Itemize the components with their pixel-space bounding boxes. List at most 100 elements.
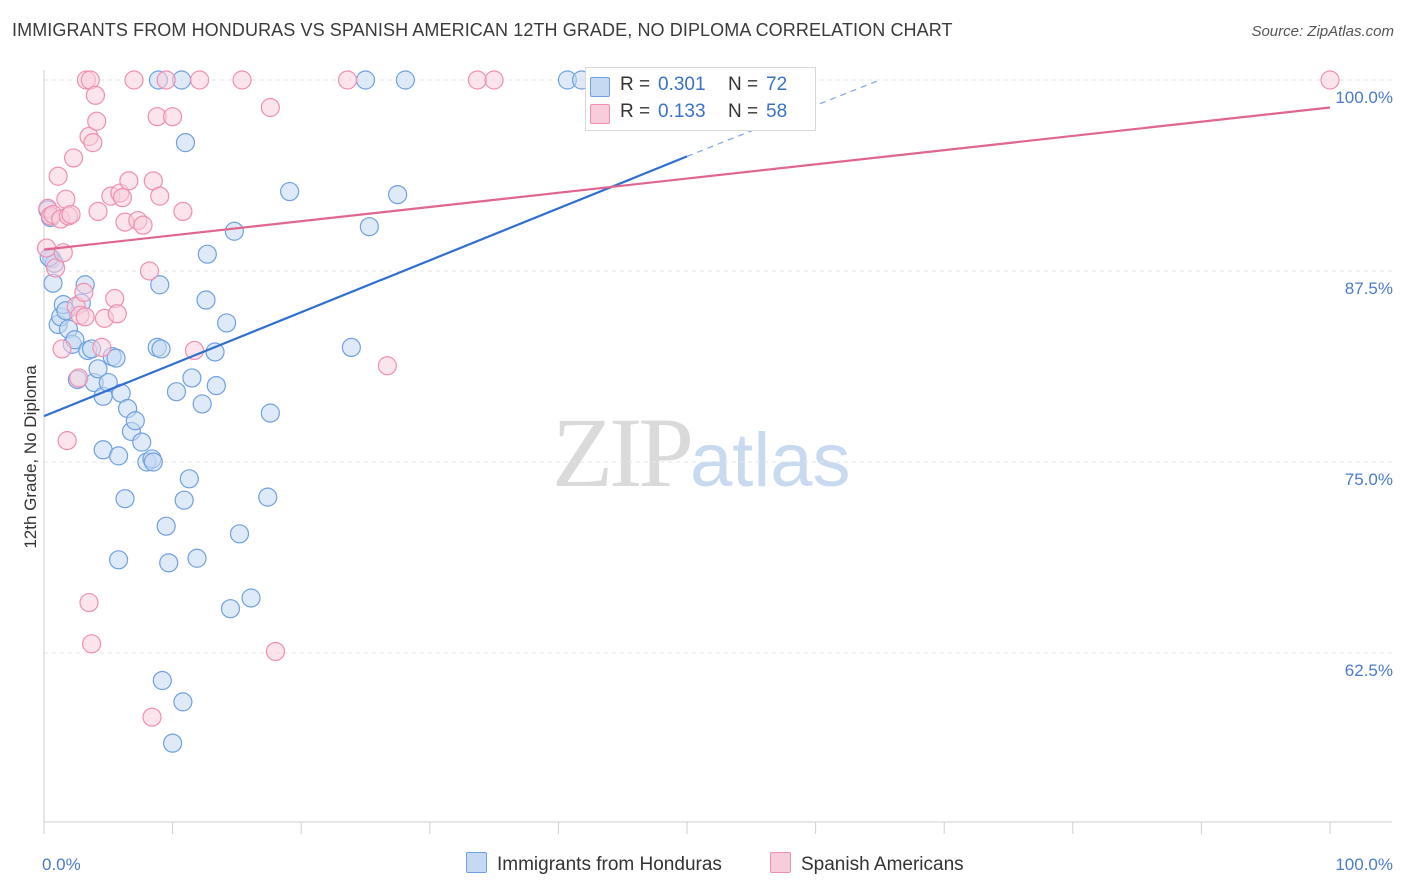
legend-r-label: R = xyxy=(620,101,651,122)
point-spanish xyxy=(173,201,193,222)
point-spanish xyxy=(63,148,84,168)
point-honduras xyxy=(355,70,376,90)
point-honduras xyxy=(159,553,179,573)
point-honduras xyxy=(206,376,226,396)
legend-swatch-spanish xyxy=(770,852,791,873)
x-tick-label: 0.0% xyxy=(42,855,81,874)
point-honduras xyxy=(179,469,199,489)
legend-n-value: 58 xyxy=(766,101,788,122)
point-honduras xyxy=(196,290,216,310)
point-honduras xyxy=(182,368,202,388)
point-honduras xyxy=(280,181,300,202)
point-spanish xyxy=(92,337,112,357)
point-spanish xyxy=(61,204,81,225)
point-spanish xyxy=(190,70,210,90)
trendline-honduras xyxy=(43,155,688,418)
point-honduras xyxy=(341,337,361,357)
point-honduras xyxy=(125,411,145,431)
watermark-zip: ZIP xyxy=(552,397,694,508)
point-spanish xyxy=(119,171,139,191)
point-honduras xyxy=(197,244,217,264)
point-spanish xyxy=(484,70,504,90)
legend-row-honduras: R = 0.301 N = 72 xyxy=(586,74,815,100)
legend-n-label: N = xyxy=(728,101,759,122)
legend-item-honduras[interactable]: Immigrants from Honduras xyxy=(466,852,722,876)
legend-swatch-honduras xyxy=(590,77,610,97)
point-honduras xyxy=(106,348,126,368)
x-tick-label: 100.0% xyxy=(1335,855,1393,874)
point-spanish xyxy=(79,592,99,613)
point-honduras xyxy=(152,670,172,691)
legend-swatch-spanish xyxy=(590,104,610,124)
legend-r-value: 0.301 xyxy=(658,74,706,95)
trendline-spanish xyxy=(43,106,1331,251)
y-tick-label: 62.5% xyxy=(1345,661,1393,680)
point-honduras xyxy=(143,452,163,472)
y-tick-label: 87.5% xyxy=(1345,279,1393,298)
point-honduras xyxy=(241,588,261,608)
point-spanish xyxy=(81,634,102,654)
point-spanish xyxy=(184,340,205,361)
point-honduras xyxy=(166,382,187,402)
point-spanish xyxy=(150,186,170,206)
legend-label-honduras: Immigrants from Honduras xyxy=(497,854,722,875)
point-honduras xyxy=(151,339,171,359)
point-spanish xyxy=(48,166,68,186)
point-honduras xyxy=(163,733,183,753)
watermark-atlas: atlas xyxy=(690,418,851,503)
point-spanish xyxy=(87,111,107,131)
watermark: ZIPatlas xyxy=(552,395,851,510)
legend-item-spanish[interactable]: Spanish Americans xyxy=(770,852,964,876)
point-honduras xyxy=(132,432,152,452)
legend-n-value: 72 xyxy=(766,74,788,95)
point-honduras xyxy=(156,516,176,536)
point-honduras xyxy=(150,275,170,295)
point-honduras xyxy=(205,342,225,362)
point-honduras xyxy=(224,221,244,241)
point-honduras xyxy=(98,372,118,393)
legend-swatch-honduras xyxy=(466,852,487,873)
point-spanish xyxy=(74,282,94,302)
point-honduras xyxy=(359,217,379,237)
point-honduras xyxy=(220,599,241,619)
point-spanish xyxy=(260,97,280,118)
point-spanish xyxy=(1320,70,1340,90)
point-honduras xyxy=(258,487,278,507)
point-spanish xyxy=(52,339,72,359)
point-spanish xyxy=(139,261,160,281)
legend-label-spanish: Spanish Americans xyxy=(801,854,964,875)
point-spanish xyxy=(112,188,133,208)
point-honduras xyxy=(395,70,415,90)
y-tick-label: 75.0% xyxy=(1345,470,1393,489)
point-spanish xyxy=(69,368,89,388)
y-tick-label: 100.0% xyxy=(1335,88,1393,107)
point-spanish xyxy=(57,431,77,451)
legend-row-spanish: R = 0.133 N = 58 xyxy=(586,101,815,127)
point-spanish xyxy=(156,70,176,90)
source-label[interactable]: Source: ZipAtlas.com xyxy=(1251,23,1394,40)
point-spanish xyxy=(142,707,162,727)
point-spanish xyxy=(265,641,286,662)
point-honduras xyxy=(175,133,196,153)
point-spanish xyxy=(232,70,252,90)
point-honduras xyxy=(108,550,129,570)
legend-r-value: 0.133 xyxy=(658,101,706,122)
point-spanish xyxy=(124,70,144,90)
point-spanish xyxy=(45,258,66,278)
chart-title: IMMIGRANTS FROM HONDURAS VS SPANISH AMER… xyxy=(12,20,953,40)
point-honduras xyxy=(108,446,129,466)
legend-r-label: R = xyxy=(620,74,651,95)
point-spanish xyxy=(377,356,397,376)
point-honduras xyxy=(192,394,212,414)
legend-n-label: N = xyxy=(728,74,759,95)
point-honduras xyxy=(229,524,250,544)
point-honduras xyxy=(260,403,280,423)
point-spanish xyxy=(75,307,95,327)
point-honduras xyxy=(187,548,207,568)
point-spanish xyxy=(163,107,183,127)
point-honduras xyxy=(174,490,194,510)
point-honduras xyxy=(88,359,108,379)
point-honduras xyxy=(173,692,193,712)
point-honduras xyxy=(217,313,237,333)
